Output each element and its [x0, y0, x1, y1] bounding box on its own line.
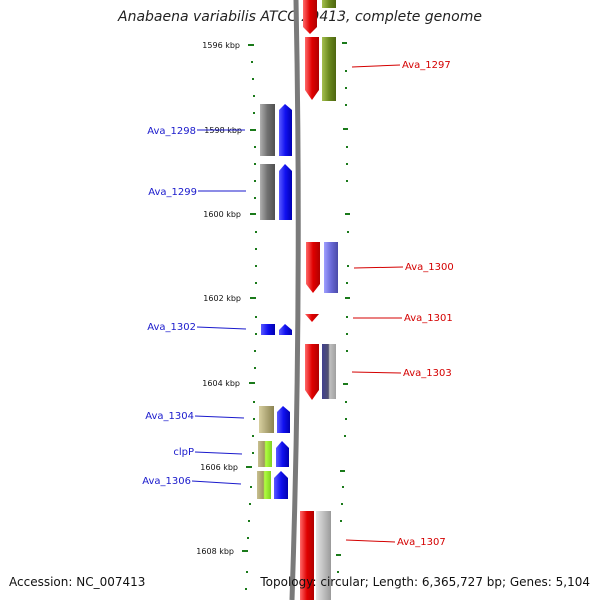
gene-feature-ava-1300[interactable]	[306, 242, 338, 293]
kbp-tick: 1596 kbp	[202, 41, 254, 50]
kbp-tick-label: 1600 kbp	[203, 210, 241, 219]
gene-feature-clpp[interactable]	[258, 441, 289, 467]
gene-label-text: Ava_1301	[404, 313, 453, 324]
gene-label-text: Ava_1302	[147, 322, 196, 333]
gene-feature-ava-1298[interactable]	[260, 104, 292, 156]
gene-feature-ava-1299[interactable]	[260, 164, 292, 220]
gene-label-clpp[interactable]: clpP	[173, 447, 243, 458]
gene-feature-ava-1306[interactable]	[257, 471, 288, 499]
gene-label-text: Ava_1297	[402, 60, 451, 71]
gene-label-ava-1306[interactable]: Ava_1306	[142, 476, 242, 487]
gene-label-ava-1301[interactable]: Ava_1301	[353, 313, 453, 324]
accession-text: Accession: NC_007413	[9, 575, 146, 589]
gene-label-ava-1307[interactable]: Ava_1307	[345, 537, 446, 548]
gene-feature-ava-1304[interactable]	[259, 406, 290, 433]
gene-label-text: Ava_1304	[145, 411, 194, 422]
left-dotted-track	[245, 61, 257, 590]
gene-label-ava-1298[interactable]: Ava_1298	[147, 126, 245, 137]
gene-label-text: Ava_1299	[148, 187, 197, 198]
gene-label-ava-1303[interactable]: Ava_1303	[351, 368, 452, 379]
gene-label-text: Ava_1306	[142, 476, 191, 487]
gene-label-text: Ava_1298	[147, 126, 196, 137]
kbp-tick-label: 1596 kbp	[202, 41, 240, 50]
kbp-tick-label: 1602 kbp	[203, 294, 241, 303]
kbp-tick: 1608 kbp	[196, 547, 248, 556]
right-dotted-track	[336, 42, 350, 573]
map-title: Anabaena variabilis ATCC 29413, complete…	[118, 9, 482, 25]
gene-label-text: Ava_1300	[405, 262, 454, 273]
gene-label-text: clpP	[173, 447, 194, 458]
kbp-tick: 1602 kbp	[203, 294, 256, 303]
gene-feature-ava-1301[interactable]	[305, 314, 319, 322]
kbp-tick-label: 1604 kbp	[202, 379, 240, 388]
kbp-tick: 1606 kbp	[200, 463, 252, 472]
kbp-tick: 1600 kbp	[203, 210, 256, 219]
gene-label-text: Ava_1307	[397, 537, 446, 548]
kbp-tick-label: 1608 kbp	[196, 547, 234, 556]
gene-label-ava-1302[interactable]: Ava_1302	[147, 322, 247, 333]
gene-label-ava-1297[interactable]: Ava_1297	[351, 60, 451, 71]
gene-feature-ava-1302[interactable]	[261, 324, 292, 335]
gene-feature-ava-1297-partial[interactable]	[303, 0, 336, 34]
gene-label-text: Ava_1303	[403, 368, 452, 379]
genome-backbone	[289, 0, 301, 600]
gene-feature-ava-1307[interactable]	[300, 511, 331, 600]
kbp-tick-label: 1606 kbp	[200, 463, 238, 472]
gene-label-ava-1304[interactable]: Ava_1304	[145, 411, 245, 422]
genome-summary-text: Topology: circular; Length: 6,365,727 bp…	[260, 575, 590, 589]
gene-feature-ava-1303[interactable]	[305, 344, 336, 400]
gene-label-ava-1299[interactable]: Ava_1299	[148, 187, 246, 198]
kbp-tick: 1604 kbp	[202, 379, 255, 388]
gene-label-ava-1300[interactable]: Ava_1300	[353, 262, 454, 273]
gene-feature-ava-1297[interactable]	[305, 37, 336, 101]
